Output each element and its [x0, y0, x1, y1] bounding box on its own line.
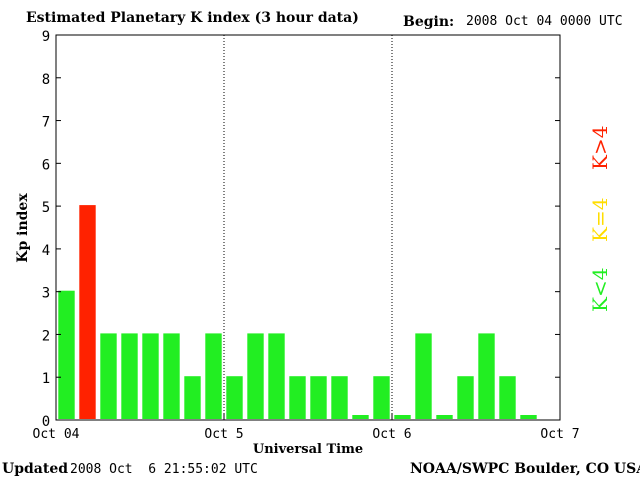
- kp-bar: [394, 415, 411, 419]
- updated-label: Updated: [2, 461, 69, 477]
- x-tick-label: Oct 5: [204, 427, 243, 442]
- x-tick-label: Oct 04: [33, 427, 80, 442]
- begin-value: 2008 Oct 04 0000 UTC: [466, 14, 623, 29]
- kp-bar: [205, 333, 222, 419]
- y-tick-label: 4: [42, 243, 50, 259]
- y-tick-label: 3: [42, 286, 50, 302]
- kp-bar: [457, 376, 474, 419]
- kp-bar: [58, 290, 75, 419]
- kp-bar: [415, 333, 432, 419]
- y-tick-label: 6: [42, 157, 50, 173]
- y-tick-label: 2: [42, 328, 50, 344]
- kp-bar: [520, 415, 537, 419]
- kp-bar: [226, 376, 243, 419]
- y-tick-label: 0: [42, 414, 50, 430]
- plot-frame: [55, 34, 561, 421]
- day-separators: [223, 35, 393, 420]
- x-tick-label: Oct 7: [540, 427, 579, 442]
- updated-value: 2008 Oct 6 21:55:02 UTC: [70, 462, 258, 477]
- kp-bar: [499, 376, 516, 419]
- bars-group: [58, 205, 537, 419]
- chart-title: Estimated Planetary K index (3 hour data…: [26, 10, 359, 26]
- kp-bar: [331, 376, 348, 419]
- kp-bar: [478, 333, 495, 419]
- legend-k-equal-4: K=4: [588, 197, 612, 242]
- kp-bar: [373, 376, 390, 419]
- legend-k-greater-4: K>4: [588, 125, 612, 170]
- y-axis-ticks: 0 1 2 3 4 5 6 7 8 9: [42, 29, 560, 430]
- legend-k-less-4: K<4: [588, 267, 612, 312]
- kp-bar: [247, 333, 264, 419]
- y-axis-label: Kp index: [15, 193, 31, 263]
- kp-bar: [163, 333, 180, 419]
- source-credit: NOAA/SWPC Boulder, CO USA: [410, 461, 640, 477]
- kp-bar: [352, 415, 369, 419]
- begin-label: Begin:: [403, 14, 455, 30]
- kp-bar: [79, 205, 96, 419]
- x-axis-label: Universal Time: [253, 442, 363, 457]
- y-tick-label: 5: [42, 200, 50, 216]
- kp-bar: [289, 376, 306, 419]
- y-tick-label: 8: [42, 72, 50, 88]
- kp-bar: [436, 415, 453, 419]
- kp-bar: [268, 333, 285, 419]
- y-tick-label: 7: [42, 115, 50, 131]
- x-tick-label: Oct 6: [372, 427, 411, 442]
- kp-bar: [310, 376, 327, 419]
- kp-bar: [184, 376, 201, 419]
- kp-bar: [142, 333, 159, 419]
- y-tick-label: 1: [42, 371, 50, 387]
- x-axis-ticks: Oct 04 Oct 5 Oct 6 Oct 7: [33, 414, 580, 442]
- kp-bar: [121, 333, 138, 419]
- kp-bar: [100, 333, 117, 419]
- y-tick-label: 9: [42, 29, 50, 45]
